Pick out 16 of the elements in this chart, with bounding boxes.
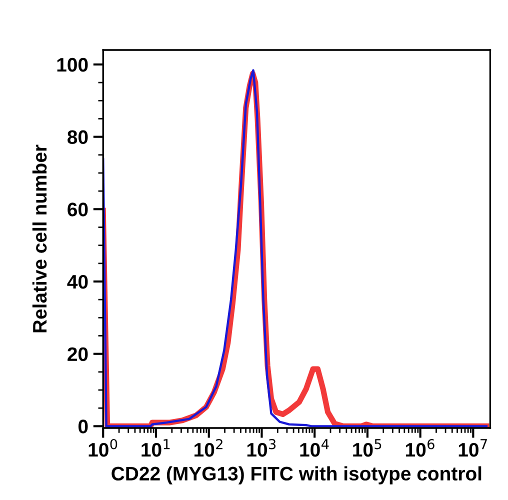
x-tick-label: 10$^{3}$ <box>247 438 276 457</box>
x-tick-label: 10$^{5}$ <box>353 439 382 457</box>
y-tick-label: 40 <box>67 274 88 289</box>
y-axis-title: Relative cell number <box>32 144 47 332</box>
y-tick-label: 60 <box>68 202 88 216</box>
x-axis-title: CD22 (MYG13) FITC with isotype control <box>112 466 482 484</box>
x-tick-label: 10$^{1}$ <box>142 439 170 457</box>
x-tick-label: 10$^{7}$ <box>458 439 487 457</box>
x-tick-label: 10$^{4}$ <box>300 439 329 457</box>
y-tick-label: 0 <box>78 420 88 434</box>
y-tick-label: 20 <box>68 347 88 362</box>
x-tick-label: 10$^{0}$ <box>88 438 118 457</box>
y-tick-label: 80 <box>68 130 88 144</box>
y-tick-label: 100 <box>57 58 88 72</box>
x-tick-label: 10$^{2}$ <box>194 438 222 457</box>
x-tick-label: 10$^{6}$ <box>406 438 434 457</box>
